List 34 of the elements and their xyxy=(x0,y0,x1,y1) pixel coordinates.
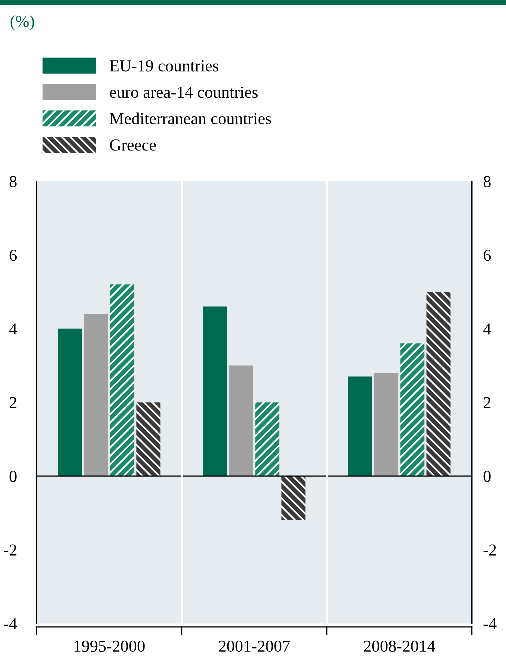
bar xyxy=(136,402,161,476)
bar xyxy=(203,306,228,476)
bar xyxy=(229,366,254,476)
bar xyxy=(400,344,425,476)
bar xyxy=(426,292,451,476)
legend-label: EU-19 countries xyxy=(110,60,219,72)
y2-tick-label: 2 xyxy=(484,397,491,408)
y-tick-label: -2 xyxy=(4,544,17,556)
bar xyxy=(84,314,108,476)
y-tick-label: 8 xyxy=(10,176,17,188)
bar xyxy=(256,402,280,476)
text: (%) xyxy=(10,16,34,31)
bar xyxy=(282,476,306,521)
legend-label: euro area-14 countries xyxy=(110,86,258,98)
y2-tick-label: -2 xyxy=(484,544,496,556)
bar xyxy=(348,376,372,476)
legend-label: Greece xyxy=(110,140,156,151)
x-tick-label: 1995-2000 xyxy=(74,640,145,652)
y2-tick-label: -4 xyxy=(484,618,497,630)
bar xyxy=(110,284,135,476)
y2-tick-label: 6 xyxy=(484,250,492,262)
y-tick-label: 2 xyxy=(10,397,17,408)
legend-label: Mediterranean countries xyxy=(110,112,272,124)
x-tick-label: 2001-2007 xyxy=(219,640,290,652)
y2-tick-label: 0 xyxy=(484,471,491,482)
y-tick-label: 6 xyxy=(10,250,17,262)
bar xyxy=(58,328,82,476)
y2-tick-label: 4 xyxy=(484,324,492,335)
bar xyxy=(374,373,399,476)
y2-tick-label: 8 xyxy=(484,176,491,188)
x-tick-label: 2008-2014 xyxy=(364,640,436,652)
y-tick-label: 4 xyxy=(9,324,18,335)
y-tick-label: -4 xyxy=(4,618,18,630)
y-tick-label: 0 xyxy=(10,471,17,482)
